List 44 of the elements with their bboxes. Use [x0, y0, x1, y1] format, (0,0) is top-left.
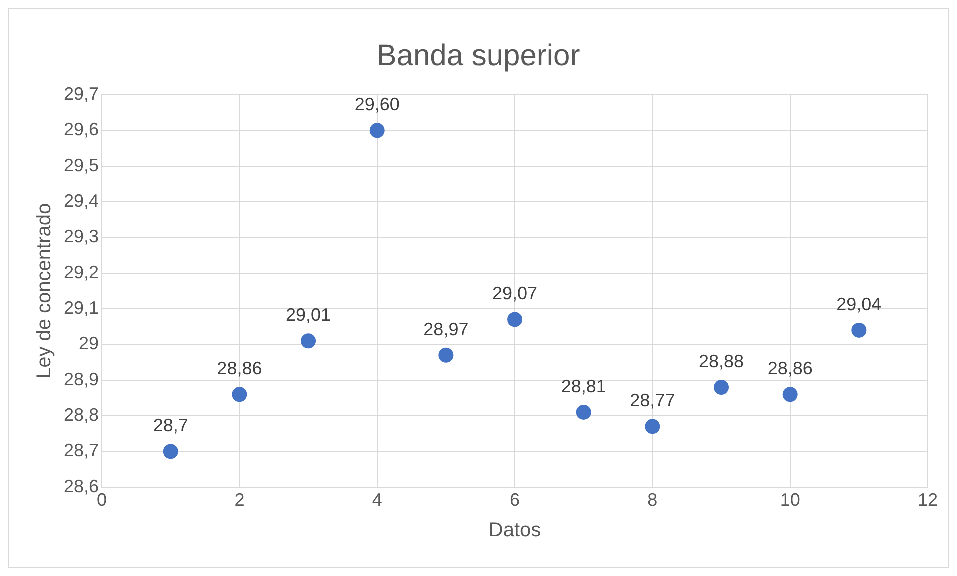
point — [370, 123, 385, 138]
y-tick-label: 29,4 — [64, 190, 100, 211]
x-tick-label: 6 — [510, 490, 520, 510]
point — [163, 444, 178, 460]
x-tick-label: 8 — [648, 490, 658, 510]
x-tick-label: 0 — [97, 490, 108, 510]
x-tick-label: 4 — [372, 490, 382, 510]
point — [301, 334, 316, 349]
y-tick-label: 28,6 — [64, 476, 100, 496]
y-tick-label: 28,9 — [64, 369, 100, 390]
x-tick-label: 2 — [234, 490, 245, 510]
y-tick-label: 29,5 — [64, 155, 100, 176]
y-tick-label: 28,7 — [64, 440, 100, 461]
y-axis-title: Ley de concentrado — [34, 203, 56, 380]
point — [645, 419, 660, 434]
data-label: 29,04 — [836, 294, 882, 314]
point — [508, 312, 523, 328]
data-label: 28,81 — [561, 376, 606, 396]
point — [232, 387, 248, 402]
point — [576, 404, 592, 420]
data-label: 29,60 — [354, 94, 400, 115]
data-label: 29,07 — [492, 284, 538, 304]
data-label: 28,97 — [424, 319, 469, 340]
x-axis-title: Datos — [488, 520, 542, 542]
y-tick-label: 29,2 — [64, 262, 100, 282]
y-tick-label: 29,1 — [64, 298, 100, 318]
data-label: 28,77 — [630, 390, 676, 411]
point — [714, 380, 730, 396]
x-tick-label: 12 — [918, 490, 938, 510]
data-label: 28,7 — [153, 416, 188, 436]
y-tick-label: 29,7 — [64, 84, 100, 104]
point — [438, 348, 454, 363]
point — [782, 387, 798, 402]
chart-title: Banda superior — [376, 39, 580, 72]
data-label: 28,88 — [698, 351, 744, 372]
y-tick-label: 29,6 — [64, 120, 100, 140]
x-tick-label: 10 — [780, 490, 800, 510]
y-tick-label: 29,3 — [64, 226, 100, 247]
y-tick-label: 28,8 — [64, 405, 100, 426]
point — [852, 322, 867, 338]
data-label: 28,86 — [768, 358, 813, 379]
data-label: 28,86 — [217, 358, 262, 379]
data-label: 29,01 — [286, 305, 332, 326]
y-tick-label: 29 — [79, 334, 100, 354]
